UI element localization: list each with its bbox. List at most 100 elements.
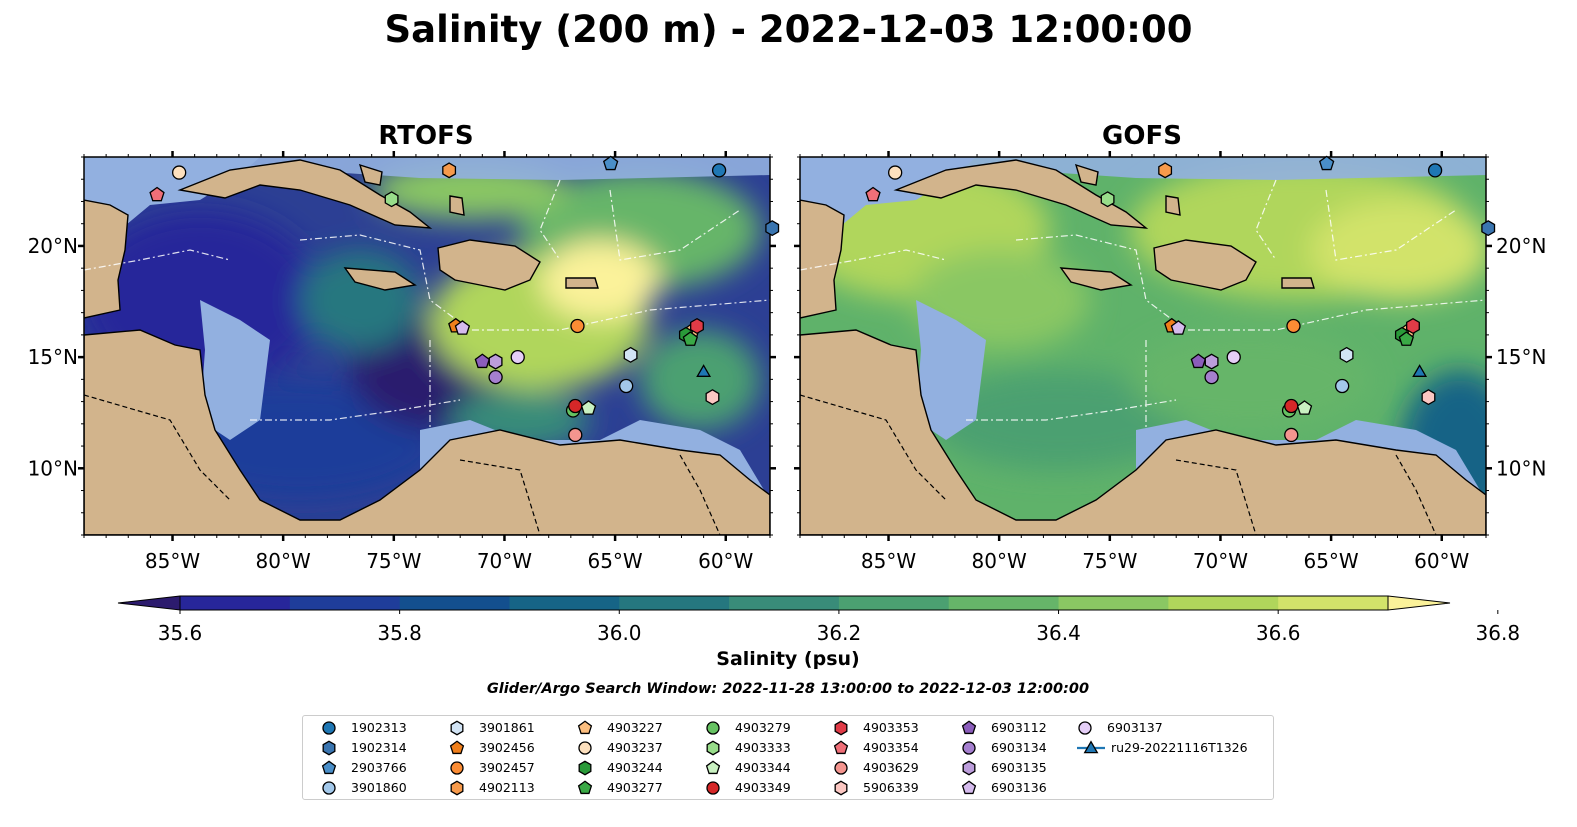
legend-label: 4903333 <box>735 740 791 755</box>
colorbar-outline <box>179 595 1389 611</box>
legend-label: 4903354 <box>863 740 919 755</box>
legend-label: 4903344 <box>735 760 791 775</box>
legend-label: 2903766 <box>351 760 407 775</box>
rtofs-platform-marker-4902113 <box>442 162 457 179</box>
rtofs-lon-tick-label: 65°W <box>587 549 642 573</box>
colorbar-cell <box>619 596 730 610</box>
rtofs-platform-marker-3901861 <box>623 346 638 363</box>
legend-label: ru29-20221116T1326 <box>1111 740 1248 755</box>
rtofs-platform-marker-4903344 <box>580 400 597 415</box>
colorbar-cell <box>180 596 291 610</box>
legend-marker-icon <box>706 740 720 756</box>
legend-marker-icon <box>961 720 977 735</box>
gofs-eez-lines <box>800 179 1486 430</box>
legend-triangle <box>1083 740 1099 754</box>
legend-label: 6903137 <box>1107 720 1163 735</box>
gofs-platform-marker-6903134 <box>1204 369 1219 385</box>
gofs-platform-marker-4903349 <box>1284 398 1299 414</box>
gofs-lon-tick-label: 80°W <box>972 549 1027 573</box>
gofs-platform-marker-ru29-20221116T1326 <box>1412 364 1428 377</box>
legend-label: 4903349 <box>735 780 791 795</box>
gofs-land <box>800 159 1486 535</box>
colorbar-label: Salinity (psu) <box>716 648 860 670</box>
legend-symbol <box>578 741 592 755</box>
legend-marker-icon <box>578 741 592 755</box>
gofs-platform-marker-4903344 <box>1296 400 1313 415</box>
colorbar-cell <box>1168 596 1279 610</box>
legend-symbol <box>322 781 336 795</box>
colorbar-tick-label: 36.0 <box>597 621 642 645</box>
axis-ticks: 85°W 80°W 75°W 70°W 65°W 60°W 85°W 80°W 75°W 70°W… <box>28 151 1546 573</box>
legend-symbol <box>578 760 592 776</box>
legend-symbol <box>962 760 976 776</box>
legend-symbol <box>577 780 593 795</box>
legend-label: 6903112 <box>991 720 1047 735</box>
legend-marker-icon <box>322 781 336 795</box>
legend-label: 3902457 <box>479 760 535 775</box>
gofs-frame <box>799 156 1487 536</box>
gofs-platform-marker-6903136 <box>1170 320 1187 335</box>
gofs-platform-marker-4902113 <box>1158 162 1173 179</box>
legend-marker-icon <box>577 720 593 735</box>
gofs-platform-marker-3901860 <box>1335 378 1350 394</box>
legend-label: 4903237 <box>607 740 663 755</box>
legend-marker-icon <box>322 740 336 756</box>
rtofs-lon-tick-label: 60°W <box>698 549 753 573</box>
legend-label: 3902456 <box>479 740 535 755</box>
rtofs-boundaries <box>84 394 721 535</box>
legend-symbol <box>1078 721 1092 735</box>
colorbar-cell <box>399 596 510 610</box>
legend-symbol <box>834 761 848 775</box>
rtofs-panel-title: RTOFS <box>378 121 474 151</box>
rtofs-platform-marker-3902457 <box>570 318 585 334</box>
rtofs-platform-marker-6903135 <box>488 353 503 370</box>
gofs-platform-marker-6903112 <box>1190 353 1207 369</box>
colorbar-cell <box>948 596 1060 610</box>
legend-symbol <box>706 721 720 735</box>
colorbar-tick-label: 36.8 <box>1476 621 1521 645</box>
legend-label: 1902314 <box>351 740 407 755</box>
legend-label: 4903629 <box>863 760 919 775</box>
legend-marker-icon <box>706 781 720 795</box>
legend-marker-icon <box>961 780 977 795</box>
gofs-lon-tick-label: 75°W <box>1082 549 1137 573</box>
rtofs-lat-tick-label: 10°N <box>28 456 78 480</box>
rtofs-platform-marker-6903134 <box>488 369 503 385</box>
gofs-lon-tick-label: 65°W <box>1303 549 1358 573</box>
gofs-platform-marker-6903137 <box>1226 349 1241 365</box>
gofs-platform-marker-1902314 <box>1481 220 1496 237</box>
legend-label: 3901861 <box>479 720 535 735</box>
legend-label: 4903227 <box>607 720 663 735</box>
gofs-platform-marker-1902313 <box>1427 163 1443 178</box>
legend-symbol <box>962 741 976 755</box>
rtofs-platform-marker-3901860 <box>619 378 634 394</box>
colorbar-tick-label: 35.8 <box>377 621 422 645</box>
legend-label: 6903135 <box>991 760 1047 775</box>
legend-marker-icon <box>705 760 721 775</box>
legend-symbol <box>577 720 593 735</box>
gofs-platform-marker-2903766 <box>1318 155 1335 171</box>
rtofs-lon-tick-label: 70°W <box>477 549 532 573</box>
platform-markers <box>149 155 1496 443</box>
colorbar-cell <box>289 596 401 610</box>
legend-symbol <box>449 740 465 755</box>
legend-symbol <box>706 781 720 795</box>
rtofs-platform-marker-6903136 <box>454 320 471 335</box>
legend-label: 4903277 <box>607 780 663 795</box>
platform-legend: 1902313 1902314 2903766 3901860 3901861 39024… <box>302 715 1274 800</box>
legend-symbol <box>834 720 848 736</box>
gofs-platform-marker-4903629 <box>1284 427 1299 443</box>
legend-symbol <box>322 721 336 735</box>
rtofs-platform-marker-5906339 <box>705 389 720 406</box>
rtofs-platform-marker-4903237 <box>172 165 187 180</box>
legend-symbol <box>450 780 464 796</box>
rtofs-platform-marker-1902313 <box>711 163 727 178</box>
legend-symbol <box>705 760 721 775</box>
colorbar-cell <box>1278 596 1389 610</box>
legend-marker-icon <box>577 780 593 795</box>
legend-symbol <box>961 780 977 795</box>
rtofs-lon-tick-label: 85°W <box>145 549 200 573</box>
rtofs-platform-marker-1902314 <box>765 220 780 237</box>
legend-symbol <box>706 740 720 756</box>
rtofs-platform-marker-ru29-20221116T1326 <box>696 364 712 377</box>
